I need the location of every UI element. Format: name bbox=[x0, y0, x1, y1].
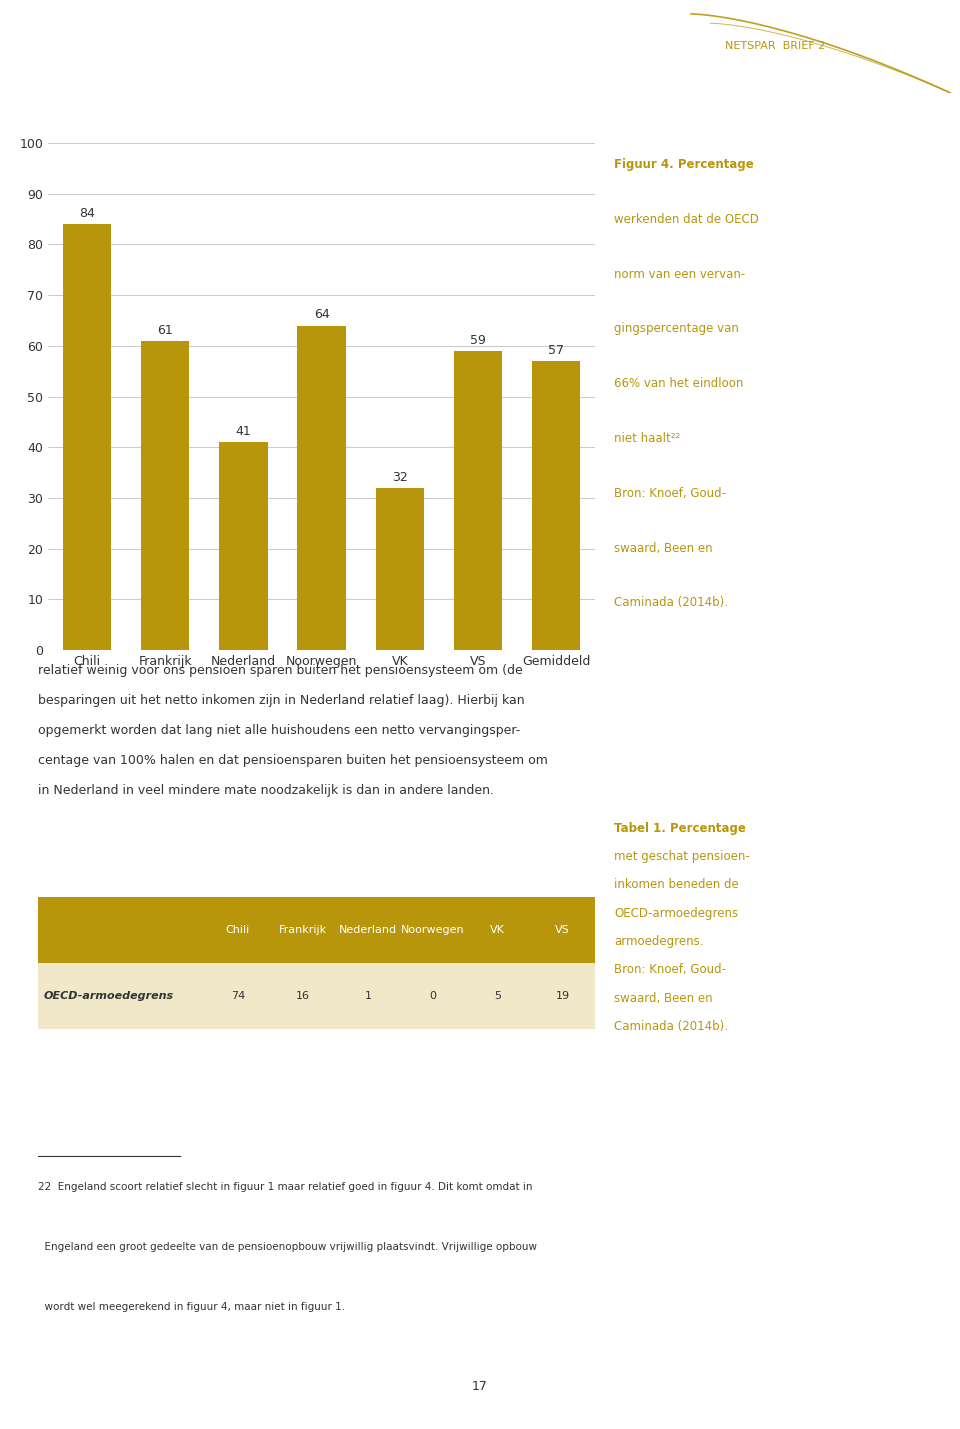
Bar bbox=[532, 362, 581, 650]
Text: opgemerkt worden dat lang niet alle huishoudens een netto vervangingsper-: opgemerkt worden dat lang niet alle huis… bbox=[38, 725, 520, 737]
Text: in Nederland in veel mindere mate noodzakelijk is dan in andere landen.: in Nederland in veel mindere mate noodza… bbox=[38, 785, 494, 797]
Text: Engeland een groot gedeelte van de pensioenopbouw vrijwillig plaatsvindt. Vrijwi: Engeland een groot gedeelte van de pensi… bbox=[38, 1242, 538, 1252]
Text: Caminada (2014b).: Caminada (2014b). bbox=[614, 596, 729, 609]
Text: 19: 19 bbox=[556, 992, 570, 1000]
Text: niet haalt²²: niet haalt²² bbox=[614, 432, 681, 444]
Bar bbox=[298, 326, 346, 650]
Text: 22  Engeland scoort relatief slecht in figuur 1 maar relatief goed in figuur 4. : 22 Engeland scoort relatief slecht in fi… bbox=[38, 1182, 533, 1192]
Text: norm van een vervan-: norm van een vervan- bbox=[614, 267, 746, 280]
Text: OECD-armoedegrens: OECD-armoedegrens bbox=[614, 907, 738, 920]
Text: Nederland: Nederland bbox=[339, 926, 396, 935]
Text: Tabel 1. Percentage: Tabel 1. Percentage bbox=[614, 822, 746, 835]
Text: swaard, Been en: swaard, Been en bbox=[614, 992, 713, 1005]
Text: 17: 17 bbox=[472, 1379, 488, 1393]
Text: inkomen beneden de: inkomen beneden de bbox=[614, 879, 739, 892]
Bar bbox=[219, 442, 268, 650]
Text: besparingen uit het netto inkomen zijn in Nederland relatief laag). Hierbij kan: besparingen uit het netto inkomen zijn i… bbox=[38, 694, 525, 707]
Text: OECD-armoedegrens: OECD-armoedegrens bbox=[44, 992, 174, 1000]
Text: 5: 5 bbox=[494, 992, 501, 1000]
Text: 32: 32 bbox=[392, 470, 408, 484]
Text: relatief weinig voor ons pensioen sparen buiten het pensioensysteem om (de: relatief weinig voor ons pensioen sparen… bbox=[38, 664, 523, 677]
Text: 16: 16 bbox=[296, 992, 310, 1000]
Text: VS: VS bbox=[555, 926, 570, 935]
Text: Caminada (2014b).: Caminada (2014b). bbox=[614, 1020, 729, 1033]
Text: Bron: Knoef, Goud-: Bron: Knoef, Goud- bbox=[614, 963, 727, 976]
Text: 59: 59 bbox=[470, 334, 486, 347]
Text: centage van 100% halen en dat pensioensparen buiten het pensioensysteem om: centage van 100% halen en dat pensioensp… bbox=[38, 755, 548, 767]
Text: met geschat pensioen-: met geschat pensioen- bbox=[614, 850, 750, 863]
Text: 57: 57 bbox=[548, 344, 564, 357]
Text: 74: 74 bbox=[230, 992, 245, 1000]
Text: gingspercentage van: gingspercentage van bbox=[614, 323, 739, 336]
Text: wordt wel meegerekend in figuur 4, maar niet in figuur 1.: wordt wel meegerekend in figuur 4, maar … bbox=[38, 1302, 346, 1312]
Text: 64: 64 bbox=[314, 309, 329, 322]
Text: Bron: Knoef, Goud-: Bron: Knoef, Goud- bbox=[614, 487, 727, 500]
Text: NETSPAR  BRIEF 2: NETSPAR BRIEF 2 bbox=[725, 41, 825, 51]
Bar bbox=[375, 487, 424, 650]
Text: 66% van het eindloon: 66% van het eindloon bbox=[614, 377, 744, 390]
Bar bbox=[38, 897, 595, 963]
Text: swaard, Been en: swaard, Been en bbox=[614, 542, 713, 554]
Text: Chili: Chili bbox=[226, 926, 250, 935]
Text: armoedegrens.: armoedegrens. bbox=[614, 935, 704, 947]
Bar bbox=[141, 340, 189, 650]
Bar bbox=[38, 963, 595, 1029]
Text: Frankrijk: Frankrijk bbox=[278, 926, 327, 935]
Bar bbox=[62, 224, 111, 650]
Text: 1: 1 bbox=[365, 992, 372, 1000]
Text: VK: VK bbox=[491, 926, 505, 935]
Text: Figuur 4. Percentage: Figuur 4. Percentage bbox=[614, 159, 755, 171]
Text: Noorwegen: Noorwegen bbox=[401, 926, 465, 935]
Text: werkenden dat de OECD: werkenden dat de OECD bbox=[614, 213, 759, 226]
Bar bbox=[454, 352, 502, 650]
Text: 41: 41 bbox=[235, 426, 252, 439]
Text: 61: 61 bbox=[157, 324, 173, 337]
Text: 0: 0 bbox=[429, 992, 436, 1000]
Text: 84: 84 bbox=[79, 207, 95, 220]
